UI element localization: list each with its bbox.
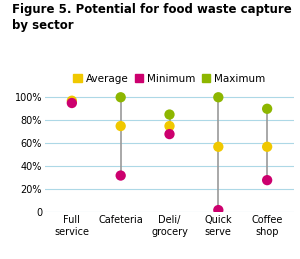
Point [167,112,172,117]
Point [118,174,123,178]
Point [216,95,221,99]
Text: Figure 5. Potential for food waste capture
by sector: Figure 5. Potential for food waste captu… [12,3,292,32]
Point [216,208,221,212]
Legend: Average, Minimum, Maximum: Average, Minimum, Maximum [69,70,270,88]
Point [70,99,74,103]
Point [216,145,221,149]
Point [167,124,172,128]
Point [118,124,123,128]
Point [118,95,123,99]
Point [265,145,269,149]
Point [167,132,172,136]
Point [265,107,269,111]
Point [70,101,74,105]
Point [265,178,269,182]
